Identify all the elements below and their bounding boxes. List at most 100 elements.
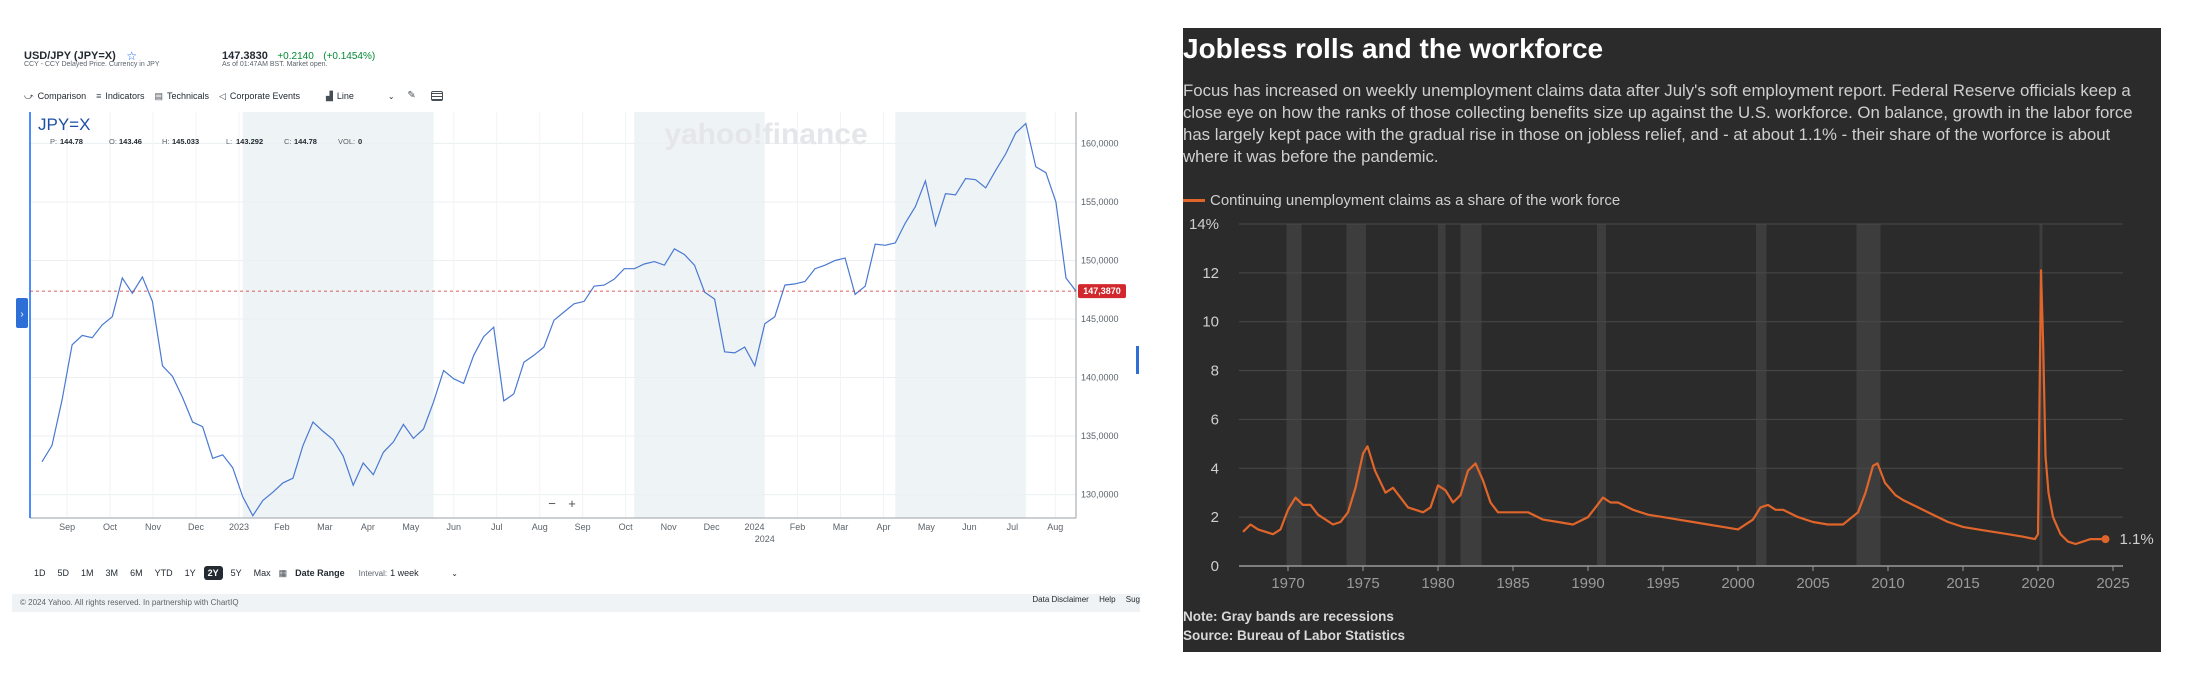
- x-tick-label: Sep: [59, 522, 75, 532]
- x-tick-label: Feb: [274, 522, 290, 532]
- footer-link[interactable]: Data Disclaimer: [1032, 595, 1089, 604]
- y-tick-label: 135,0000: [1081, 431, 1119, 441]
- range-button-5d[interactable]: 5D: [57, 568, 70, 578]
- indicators-icon: ≡: [96, 91, 102, 101]
- range-button-3m[interactable]: 3M: [105, 568, 119, 578]
- x-tick-label: Aug: [532, 522, 548, 532]
- price-chart-svg[interactable]: 160,0000 155,0000 150,0000 145,0000 140,0000…: [16, 106, 1140, 542]
- footer-link[interactable]: Help: [1099, 595, 1116, 604]
- ohlc-vol-value: 0: [358, 137, 362, 146]
- x-tick-label: Feb: [790, 522, 806, 532]
- x-tick-label: 2005: [1796, 575, 1829, 592]
- chart-source: Source: Bureau of Labor Statistics: [1183, 628, 1406, 643]
- range-button-1y[interactable]: 1Y: [184, 568, 196, 578]
- date-range-button[interactable]: Date Range: [295, 568, 345, 578]
- recession-band: [1438, 224, 1446, 566]
- ohlc-c-label: C:: [284, 137, 292, 146]
- legend-swatch: [1183, 199, 1205, 202]
- y-tick-label: 4: [1211, 460, 1219, 477]
- y-tick-label: 2: [1211, 509, 1219, 526]
- chevron-right-icon: ›: [20, 309, 23, 320]
- x-tick-label: 1980: [1421, 575, 1454, 592]
- x-tick-label: 2010: [1871, 575, 1904, 592]
- x-tick-label: Jul: [491, 522, 503, 532]
- draw-pencil-icon[interactable]: ✎: [407, 90, 416, 101]
- comparison-icon: ⤻: [24, 90, 34, 101]
- y-tick-label: 160,0000: [1081, 138, 1119, 148]
- yahoo-finance-panel: USD/JPY (JPY=X) ☆ CCY - CCY Delayed Pric…: [12, 38, 1140, 612]
- last-price-label: 147,3870: [1083, 286, 1121, 296]
- range-button-max[interactable]: Max: [253, 568, 271, 578]
- technicals-label: Technicals: [166, 91, 209, 101]
- ohlc-p-label: P:: [50, 137, 57, 146]
- x-tick-label: Oct: [103, 522, 118, 532]
- interval-select[interactable]: 1 week ⌄: [390, 568, 458, 578]
- indicators-button[interactable]: ≡ Indicators: [96, 91, 144, 101]
- ohlc-l-label: L:: [226, 137, 232, 146]
- x-tick-label: Mar: [317, 522, 333, 532]
- megaphone-icon: ◁: [219, 90, 226, 101]
- price-chart[interactable]: 160,0000 155,0000 150,0000 145,0000 140,0000…: [16, 106, 1140, 542]
- y-tick-label: 10: [1202, 314, 1219, 331]
- chart-type-value: Line: [336, 91, 354, 101]
- zoom-out-icon: −: [548, 496, 556, 511]
- range-button-1m[interactable]: 1M: [81, 568, 94, 578]
- quote-header: USD/JPY (JPY=X) ☆: [24, 46, 137, 64]
- legend-label: Continuing unemployment claims as a shar…: [1210, 192, 1621, 209]
- recession-band: [1460, 224, 1482, 566]
- shaded-band: [634, 112, 765, 518]
- ohlc-c-value: 144.78: [294, 137, 317, 146]
- footer-bar: © 2024 Yahoo. All rights reserved. In pa…: [12, 594, 1140, 612]
- market-status: As of 01:47AM BST. Market open.: [222, 61, 328, 68]
- x-tick-label: 1995: [1646, 575, 1679, 592]
- price-series-line: [41, 122, 1077, 517]
- y-tick-label: 6: [1211, 411, 1219, 428]
- symbol-title: USD/JPY (JPY=X): [24, 50, 116, 62]
- range-button-2y[interactable]: 2Y: [203, 566, 223, 580]
- calendar-icon: ▦: [278, 567, 288, 578]
- corporate-events-label: Corporate Events: [229, 91, 300, 101]
- x-tick-label: 1975: [1346, 575, 1379, 592]
- chart-toolbar: ⤻ Comparison ≡ Indicators ▤ Technicals ◁…: [24, 88, 455, 104]
- footer-links: Data Disclaimer Help Sug: [1024, 595, 1140, 604]
- zoom-in-icon: +: [568, 496, 576, 511]
- x-tick-label: Jun: [962, 522, 977, 532]
- x-tick-label: 2000: [1721, 575, 1754, 592]
- star-icon[interactable]: ☆: [126, 49, 138, 63]
- technicals-button[interactable]: ▤ Technicals: [154, 91, 209, 102]
- ohlc-h-value: 145.033: [172, 137, 199, 146]
- recession-band: [1756, 224, 1767, 566]
- range-button-ytd[interactable]: YTD: [154, 568, 173, 578]
- x-tick-label: 1970: [1271, 575, 1304, 592]
- price-block: 147.3830 +0.2140 (+0.1454%): [222, 46, 375, 64]
- corporate-events-button[interactable]: ◁ Corporate Events: [219, 91, 300, 102]
- range-button-1d[interactable]: 1D: [34, 568, 46, 578]
- chart-note: Note: Gray bands are recessions: [1183, 609, 1394, 624]
- last-price-tag: [1078, 284, 1126, 299]
- table-view-icon[interactable]: [430, 91, 443, 101]
- claims-chart: 0 2 4 6 8 10 12 14% 1970 1975 1980 1985 1990 1995 2000…: [1183, 214, 2161, 594]
- comparison-label: Comparison: [37, 91, 87, 101]
- chart-type-select[interactable]: ▟ Line ⌄: [326, 91, 395, 102]
- range-selector: 1D 5D 1M 3M 6M YTD 1Y 2Y 5Y Max ▦ Date Range Inte…: [30, 566, 458, 580]
- recession-band: [1597, 224, 1606, 566]
- footer-link[interactable]: Sug: [1125, 595, 1140, 604]
- current-price: 147.3830: [222, 50, 268, 62]
- x-tick-label: Oct: [619, 522, 634, 532]
- interval-value: 1 week: [390, 568, 419, 578]
- y-tick-label: 150,0000: [1081, 255, 1119, 265]
- range-button-5y[interactable]: 5Y: [230, 568, 242, 578]
- x-tick-label: Jul: [1007, 522, 1019, 532]
- x-tick-label: Apr: [876, 522, 890, 532]
- end-point-dot: [2101, 535, 2110, 544]
- range-buttons: 1D 5D 1M 3M 6M YTD 1Y 2Y 5Y Max: [30, 566, 279, 580]
- line-chart-icon: ▟: [325, 90, 333, 101]
- year-label: 2024: [755, 534, 775, 542]
- chevron-down-icon: ⌄: [387, 91, 395, 101]
- x-tick-label: 2025: [2096, 575, 2129, 592]
- chart-description: Focus has increased on weekly unemployme…: [1183, 81, 2133, 166]
- comparison-button[interactable]: ⤻ Comparison: [24, 91, 86, 102]
- range-button-6m[interactable]: 6M: [130, 568, 143, 578]
- x-tick-label: 2015: [1946, 575, 1979, 592]
- indicators-label: Indicators: [105, 91, 145, 101]
